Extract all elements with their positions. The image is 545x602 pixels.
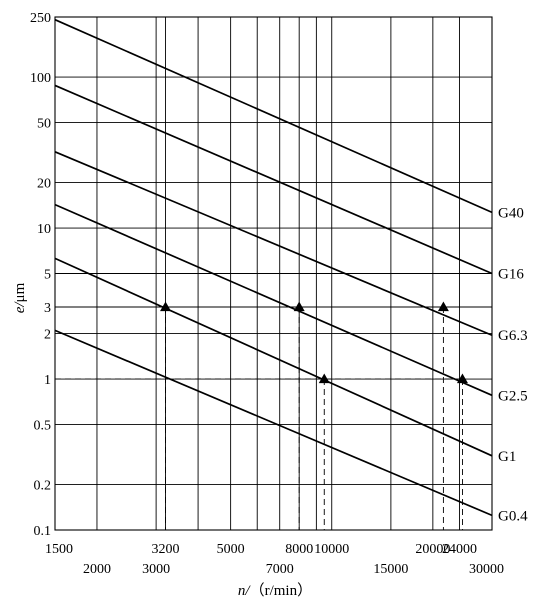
series-label-g0-4: G0.4 [498,508,528,524]
x-tick-label-top: 1500 [45,542,73,557]
x-tick-label-top: 8000 [285,542,313,557]
series-line-g40 [54,18,493,214]
x-tick-label-bottom: 7000 [266,562,294,577]
x-tick-label-top: 3200 [152,542,180,557]
series-label-g16: G16 [498,267,524,283]
y-tick-label: 50 [37,117,51,132]
y-tick-label: 250 [30,11,51,26]
series-line-g0-4 [54,329,493,517]
y-tick-label: 100 [30,71,51,86]
y-tick-label: 0.5 [34,418,52,433]
series-label-g2-5: G2.5 [498,388,528,404]
triangle-marker [318,373,330,384]
y-tick-label: 3 [44,301,51,316]
triangle-marker [456,373,468,384]
x-tick-label-bottom: 2000 [83,562,111,577]
x-tick-label-top: 5000 [217,542,245,557]
series-line-g6-3 [54,151,493,337]
y-tick-labels: 0.1 0.2 0.5 1 2 3 5 10 20 50 100 250 [30,11,51,539]
series-label-g6-3: G6.3 [498,328,528,344]
y-tick-label: 2 [44,328,51,343]
triangle-marker [437,301,449,312]
triangle-marker [293,301,305,312]
guide-lines [55,306,463,530]
grid [54,16,493,531]
series-line-g1 [54,257,493,457]
series-lines [54,18,493,517]
series-label-g1: G1 [498,449,516,465]
series-label-g40: G40 [498,205,524,221]
series-line-g16 [54,84,493,275]
y-tick-label: 10 [37,222,51,237]
series-labels: G40 G16 G6.3 G2.5 G1 G0.4 [498,205,528,524]
triangle-marker [160,301,172,312]
series-line-g2-5 [54,203,493,397]
x-tick-label-bottom: 30000 [469,562,504,577]
plot-frame [54,16,493,531]
x-tick-label-top: 24000 [442,542,477,557]
x-tick-label-top: 20000 [415,542,450,557]
y-tick-label: 5 [44,268,51,283]
y-axis-label: e/μm [12,282,28,313]
y-tick-label: 0.2 [34,479,52,494]
markers [160,301,468,384]
x-tick-label-bottom: 15000 [373,562,408,577]
y-tick-label: 1 [44,373,51,388]
y-tick-label: 0.1 [34,524,52,539]
x-axis-label: n/（r/min） [238,582,312,599]
x-tick-label-bottom: 3000 [142,562,170,577]
x-tick-label-top: 10000 [314,542,349,557]
y-tick-label: 20 [37,177,51,192]
